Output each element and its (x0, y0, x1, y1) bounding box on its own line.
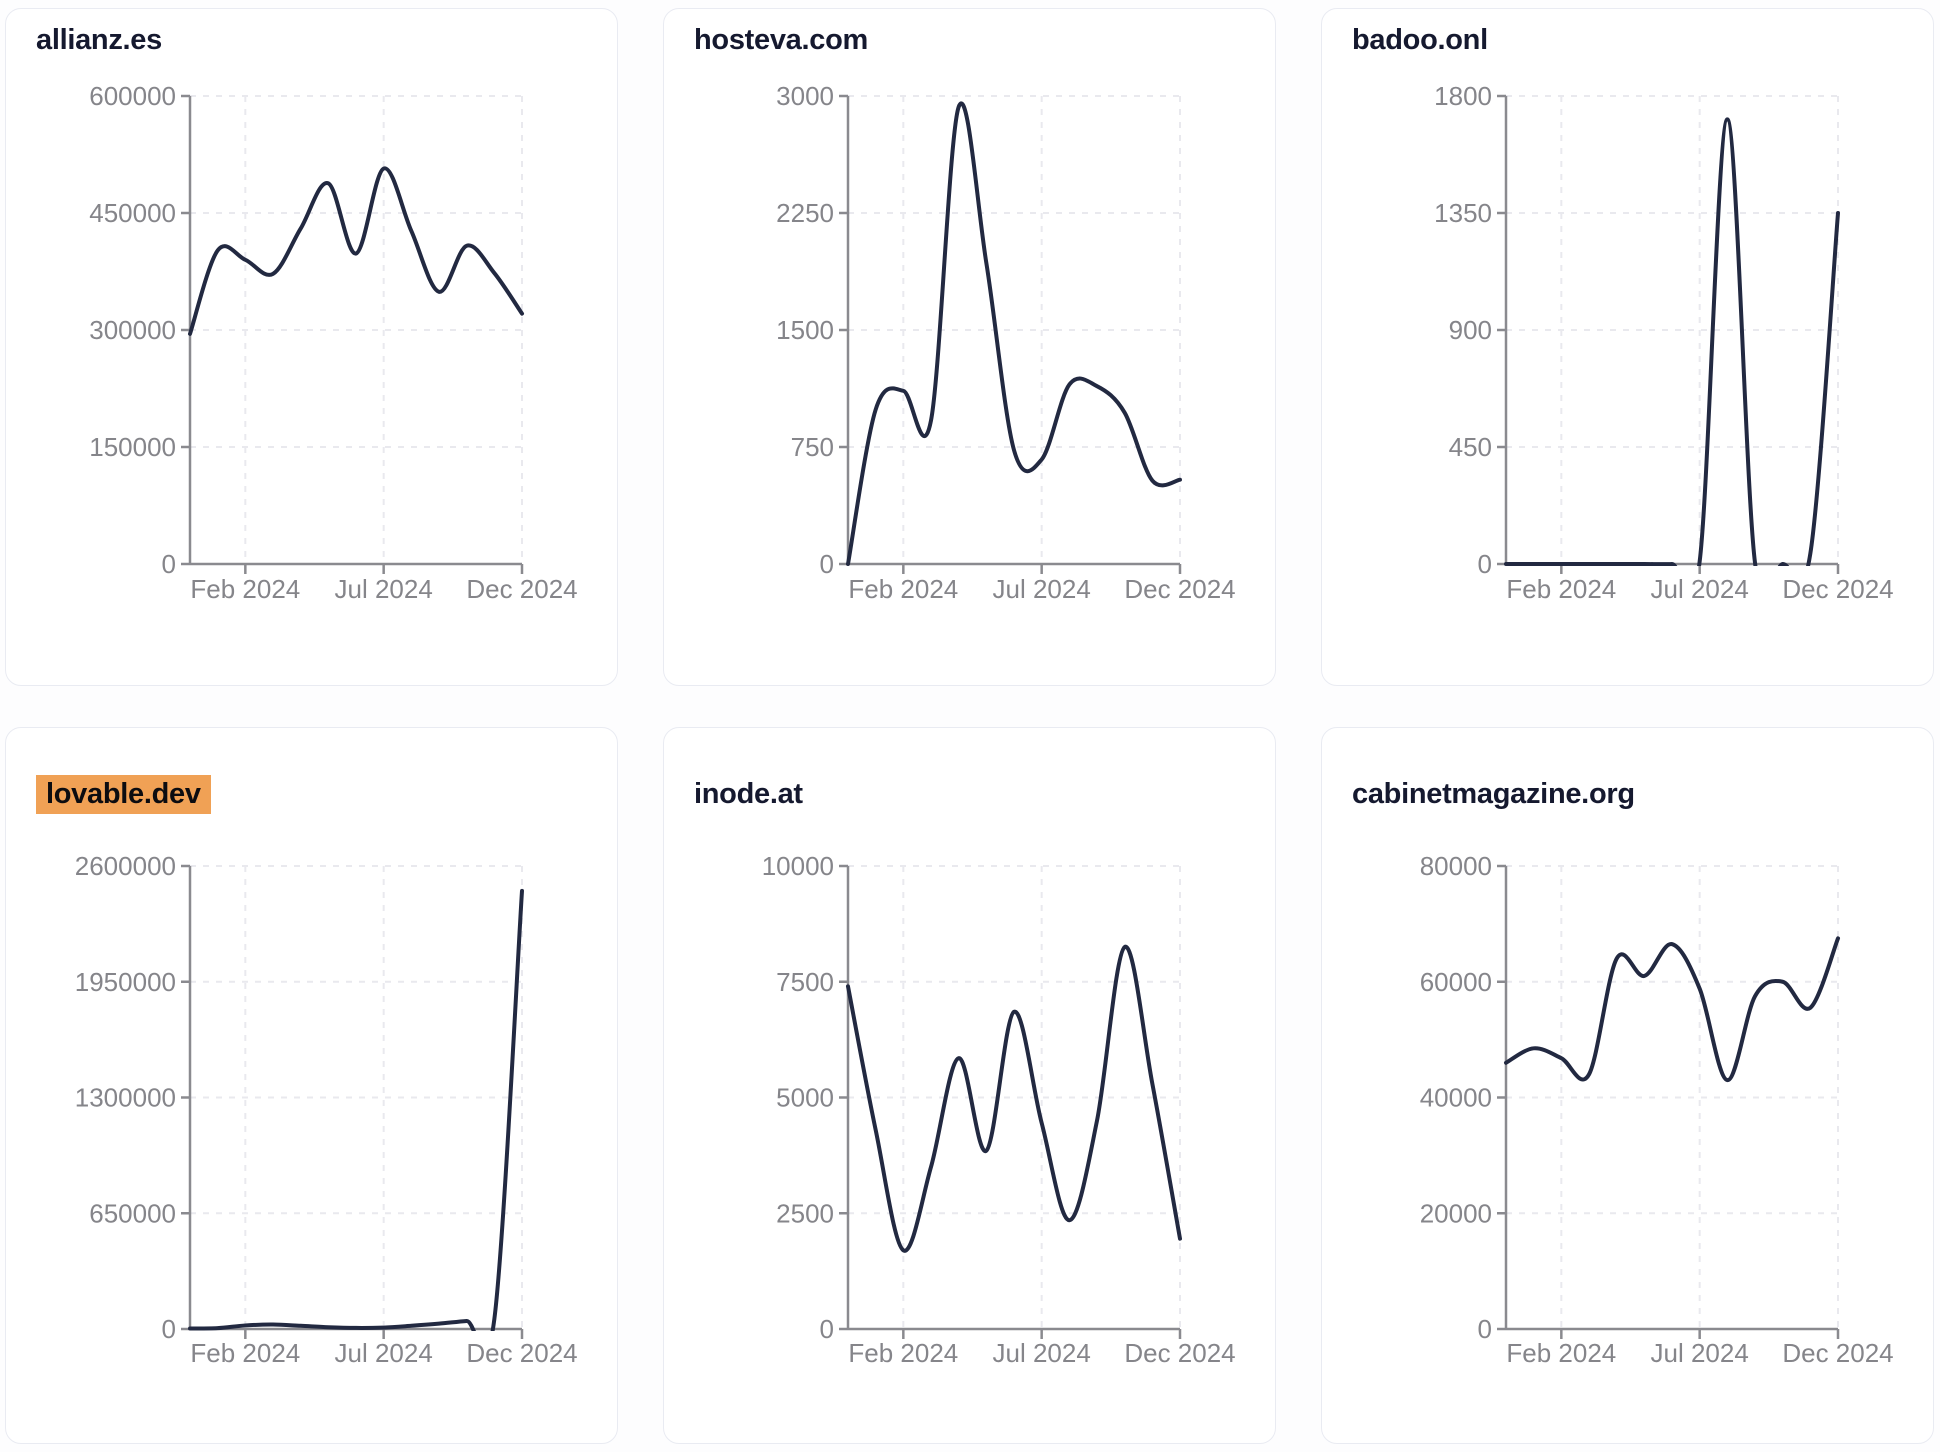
y-tick-label: 2500 (776, 1198, 834, 1228)
x-tick-label: Feb 2024 (848, 574, 958, 604)
y-tick-label: 0 (162, 549, 176, 579)
x-tick-label: Dec 2024 (1782, 1338, 1893, 1368)
x-tick-label: Dec 2024 (466, 1338, 577, 1368)
chart-title: cabinetmagazine.org (1352, 778, 1635, 811)
traffic-line (846, 945, 1182, 1253)
x-tick-label: Jul 2024 (993, 1338, 1091, 1368)
chart-title: hosteva.com (694, 24, 868, 57)
y-tick-label: 0 (1478, 549, 1492, 579)
y-tick-label: 300000 (89, 315, 176, 345)
chart-title: inode.at (694, 778, 803, 811)
chart-title: lovable.dev (36, 775, 211, 814)
x-tick-label: Feb 2024 (190, 1338, 300, 1368)
x-tick-label: Dec 2024 (1782, 574, 1893, 604)
x-tick-label: Jul 2024 (1651, 574, 1749, 604)
y-tick-label: 20000 (1420, 1198, 1492, 1228)
y-tick-label: 1500 (776, 315, 834, 345)
y-tick-label: 1300000 (75, 1083, 176, 1113)
x-tick-label: Feb 2024 (1506, 1338, 1616, 1368)
traffic-line (1504, 117, 1840, 566)
line-chart: 0 450 900 1350 1800 Feb 2024 Jul 2024 Dec 2024 (1434, 81, 1894, 604)
traffic-line (1504, 936, 1840, 1083)
x-tick-label: Dec 2024 (466, 574, 577, 604)
x-tick-label: Feb 2024 (1506, 574, 1616, 604)
line-chart: 0 2500 5000 7500 10000 Feb 2024 Jul 2024 Dec 20… (762, 851, 1236, 1368)
y-tick-label: 1350 (1434, 198, 1492, 228)
y-tick-label: 2600000 (75, 851, 176, 881)
y-tick-label: 0 (820, 1314, 834, 1344)
y-tick-label: 1800 (1434, 81, 1492, 111)
x-tick-label: Feb 2024 (848, 1338, 958, 1368)
traffic-line (846, 101, 1182, 566)
line-chart: 0 20000 40000 60000 80000 Feb 2024 Jul 2024 Dec… (1420, 851, 1894, 1368)
x-tick-label: Jul 2024 (1651, 1338, 1749, 1368)
line-chart: 0 150000 300000 450000 600000 Feb 2024 Jul 202… (89, 81, 577, 604)
y-tick-label: 10000 (762, 851, 834, 881)
y-tick-label: 150000 (89, 432, 176, 462)
domain-label: cabinetmagazine.org (1352, 778, 1635, 810)
y-tick-label: 0 (1478, 1314, 1492, 1344)
y-tick-label: 40000 (1420, 1083, 1492, 1113)
domain-traffic-card: hosteva.com 0 750 1500 2250 3000 Feb 2024 Jul … (663, 8, 1276, 686)
y-tick-label: 900 (1449, 315, 1492, 345)
y-tick-label: 5000 (776, 1083, 834, 1113)
domain-traffic-card: cabinetmagazine.org 0 20000 40000 60000 8000… (1321, 727, 1934, 1444)
domain-label: inode.at (694, 778, 803, 810)
x-tick-label: Dec 2024 (1124, 574, 1235, 604)
y-tick-label: 650000 (89, 1198, 176, 1228)
y-tick-label: 450000 (89, 198, 176, 228)
x-tick-label: Dec 2024 (1124, 1338, 1235, 1368)
domain-traffic-card: inode.at 0 2500 5000 7500 10000 Feb 2024 Jul 2… (663, 727, 1276, 1444)
domain-label: badoo.onl (1352, 24, 1488, 56)
y-tick-label: 450 (1449, 432, 1492, 462)
domain-traffic-card: lovable.dev 0 650000 1300000 1950000 2600000… (5, 727, 618, 1444)
y-tick-label: 3000 (776, 81, 834, 111)
x-tick-label: Jul 2024 (335, 1338, 433, 1368)
y-tick-label: 750 (791, 432, 834, 462)
y-tick-label: 7500 (776, 967, 834, 997)
line-chart: 0 650000 1300000 1950000 2600000 Feb 2024 Jul … (75, 851, 578, 1368)
y-tick-label: 0 (820, 549, 834, 579)
chart-title: badoo.onl (1352, 24, 1488, 57)
chart-title: allianz.es (36, 24, 162, 57)
x-tick-label: Feb 2024 (190, 574, 300, 604)
y-tick-label: 600000 (89, 81, 176, 111)
traffic-line (188, 888, 524, 1331)
domain-label: hosteva.com (694, 24, 868, 56)
x-tick-label: Jul 2024 (993, 574, 1091, 604)
y-tick-label: 1950000 (75, 967, 176, 997)
line-chart: 0 750 1500 2250 3000 Feb 2024 Jul 2024 Dec 2024 (776, 81, 1236, 604)
domain-traffic-card: badoo.onl 0 450 900 1350 1800 Feb 2024 Jul 202… (1321, 8, 1934, 686)
domain-traffic-card: allianz.es 0 150000 300000 450000 600000 Feb … (5, 8, 618, 686)
x-tick-label: Jul 2024 (335, 574, 433, 604)
traffic-line (188, 166, 524, 336)
domain-label: lovable.dev (36, 775, 211, 814)
domain-label: allianz.es (36, 24, 162, 56)
y-tick-label: 80000 (1420, 851, 1492, 881)
y-tick-label: 60000 (1420, 967, 1492, 997)
y-tick-label: 2250 (776, 198, 834, 228)
y-tick-label: 0 (162, 1314, 176, 1344)
